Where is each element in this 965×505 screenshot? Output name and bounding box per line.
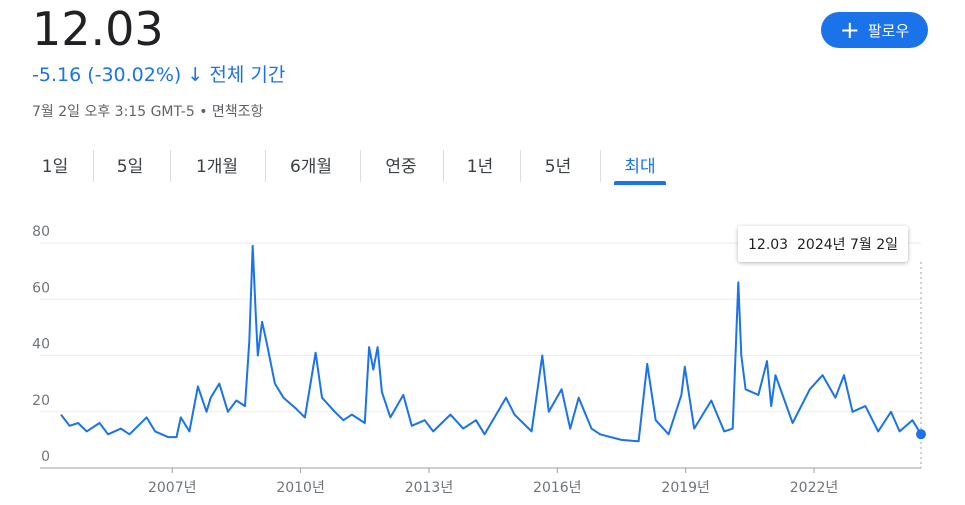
- tab[interactable]: 5일: [116, 157, 144, 177]
- tab[interactable]: 최대: [624, 157, 656, 177]
- tab-separator: [520, 150, 521, 182]
- timestamp-row: 7월 2일 오후 3:15 GMT-5 • 면책조항: [32, 101, 263, 121]
- tab-separator: [93, 150, 94, 182]
- tab[interactable]: 연중: [385, 157, 417, 177]
- period: 전체 기간: [209, 64, 286, 86]
- price: 12.03: [32, 2, 164, 56]
- tab-separator: [360, 150, 361, 182]
- separator: •: [199, 104, 208, 120]
- price-line: [60, 244, 922, 443]
- active-tab-underline: [614, 181, 666, 185]
- end-point: [916, 429, 926, 440]
- y-tick-label: 60: [32, 280, 50, 296]
- follow-button[interactable]: + 팔로우: [821, 12, 928, 48]
- plus-icon: +: [839, 16, 860, 44]
- tooltip-value: 12.03: [748, 237, 789, 253]
- timestamp: 7월 2일 오후 3:15 GMT-5: [32, 104, 195, 120]
- change-value: -5.16 (-30.02%): [32, 64, 182, 86]
- y-tick-label: 40: [32, 337, 50, 353]
- x-tick-label: 2022년: [790, 480, 839, 496]
- x-tick-label: 2016년: [533, 480, 582, 496]
- tab-separator: [170, 150, 171, 182]
- change: -5.16 (-30.02%) ↓ 전체 기간: [32, 60, 285, 87]
- tab-separator: [600, 150, 601, 182]
- tab[interactable]: 5년: [544, 157, 572, 177]
- tab[interactable]: 1일: [41, 157, 69, 177]
- down-arrow: ↓: [187, 64, 204, 86]
- x-tick-label: 2019년: [661, 480, 710, 496]
- y-tick-label: 80: [32, 224, 50, 240]
- tooltip-date: 2024년 7월 2일: [797, 237, 898, 253]
- x-tick-label: 2007년: [148, 480, 197, 496]
- tooltip: 12.03 2024년 7월 2일: [738, 226, 908, 262]
- tab-separator: [265, 150, 266, 182]
- x-tick-label: 2013년: [405, 480, 454, 496]
- tab[interactable]: 1개월: [195, 157, 239, 177]
- tab[interactable]: 6개월: [289, 157, 333, 177]
- x-tick-label: 2010년: [276, 480, 325, 496]
- disclaimer[interactable]: 면책조항: [211, 104, 264, 120]
- y-tick-label: 20: [32, 393, 50, 409]
- y-tick-label: 0: [41, 449, 50, 465]
- follow-label: 팔로우: [867, 21, 910, 40]
- tab-separator: [443, 150, 444, 182]
- tab[interactable]: 1년: [466, 157, 494, 177]
